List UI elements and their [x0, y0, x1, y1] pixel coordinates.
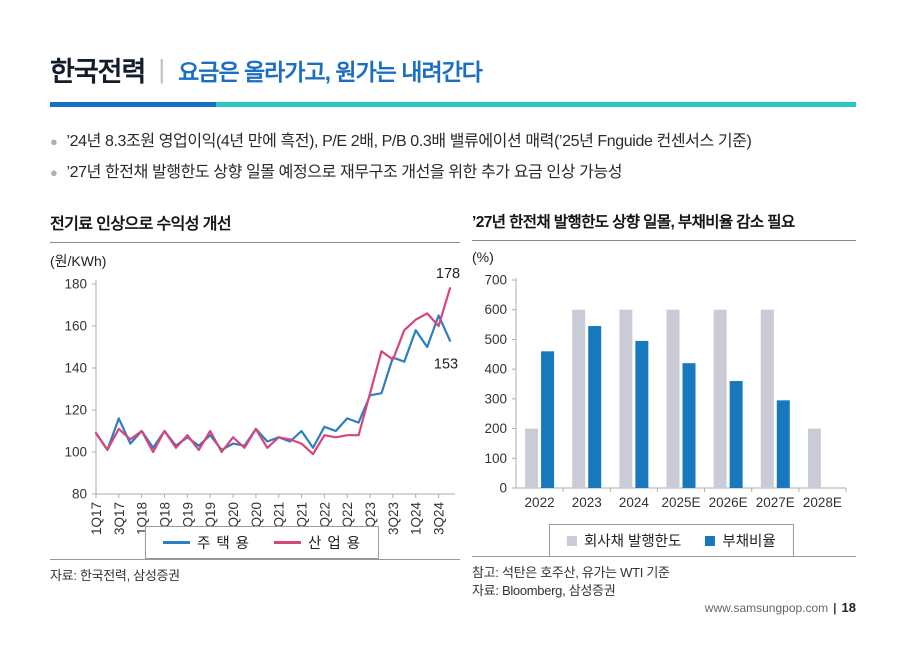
svg-text:2028E: 2028E — [803, 495, 842, 510]
pink-line-icon — [274, 541, 302, 544]
svg-text:120: 120 — [64, 403, 87, 418]
legend-label: 산 업 용 — [308, 536, 362, 552]
legend-label: 주 택 용 — [196, 536, 251, 552]
title-rule-teal-segment — [216, 102, 856, 107]
svg-text:2026E: 2026E — [709, 495, 748, 510]
bullet-text: ’24년 8.3조원 영업이익(4년 만에 흑전), P/E 2배, P/B 0… — [66, 133, 752, 150]
bullet-text: ’27년 한전채 발행한도 상향 일몰 예정으로 재무구조 개선을 위한 추가 … — [66, 164, 623, 181]
svg-text:180: 180 — [64, 277, 87, 292]
page-title: 요금은 올라가고, 원가는 내려간다 — [178, 58, 483, 85]
right-source-block: 참고: 석탄은 호주산, 유가는 WTI 기준 자료: Bloomberg, 삼… — [472, 556, 856, 600]
svg-text:300: 300 — [484, 391, 507, 406]
legend-label: 회사채 발행한도 — [583, 534, 682, 550]
svg-text:178: 178 — [436, 266, 460, 282]
bar-chart-legend: 회사채 발행한도 부채비율 — [548, 524, 794, 557]
svg-text:0: 0 — [499, 481, 507, 496]
left-chart-panel: 전기료 인상으로 수익성 개선 (원/KWh) 80 100 120 140 160 18… — [50, 210, 460, 583]
right-note-text: 참고: 석탄은 호주산, 유가는 WTI 기준 — [472, 565, 670, 580]
page-number: 18 — [841, 600, 856, 615]
legend-item-residential: 주 택 용 — [162, 532, 251, 553]
svg-text:2027E: 2027E — [756, 495, 795, 510]
svg-text:700: 700 — [484, 273, 507, 288]
footer-url: www.samsungpop.com — [704, 600, 829, 615]
svg-text:100: 100 — [64, 445, 87, 460]
svg-text:100: 100 — [484, 451, 507, 466]
svg-text:80: 80 — [72, 487, 87, 502]
svg-text:160: 160 — [64, 319, 87, 334]
svg-text:2025E: 2025E — [661, 495, 700, 510]
right-chart-title: ’27년 한전채 발행한도 상향 일몰, 부채비율 감소 필요 — [472, 210, 856, 241]
svg-text:3Q23: 3Q23 — [386, 502, 401, 535]
svg-text:400: 400 — [484, 362, 507, 377]
bullet-icon: ● — [50, 165, 58, 180]
svg-text:2024: 2024 — [619, 495, 650, 510]
right-chart-unit: (%) — [472, 249, 494, 265]
left-chart-title: 전기료 인상으로 수익성 개선 — [50, 210, 460, 243]
right-chart-panel: ’27년 한전채 발행한도 상향 일몰, 부채비율 감소 필요 (%) 0 100… — [472, 210, 856, 598]
bullet-item: ● ’27년 한전채 발행한도 상향 일몰 예정으로 재무구조 개선을 위한 추… — [50, 157, 751, 188]
page-header: 한국전력 | 요금은 올라가고, 원가는 내려간다 — [50, 50, 483, 89]
svg-text:1Q24: 1Q24 — [409, 502, 424, 536]
page-footer: www.samsungpop.com | 18 — [705, 600, 856, 615]
svg-text:500: 500 — [484, 332, 507, 347]
svg-text:153: 153 — [434, 357, 458, 373]
legend-item-bond-limit: 회사채 발행한도 — [566, 530, 682, 551]
blue-square-icon — [705, 535, 716, 546]
bullet-item: ● ’24년 8.3조원 영업이익(4년 만에 흑전), P/E 2배, P/B… — [50, 126, 752, 157]
bar-chart-svg: 0 100 200 300 400 500 600 700 2022 2023 2024 2025E 2… — [484, 273, 847, 510]
svg-text:2023: 2023 — [572, 495, 602, 510]
left-chart-unit: (원/KWh) — [50, 253, 107, 269]
svg-text:200: 200 — [484, 421, 507, 436]
right-source-text: 자료: Bloomberg, 삼성증권 — [472, 583, 616, 598]
bullet-icon: ● — [50, 134, 58, 149]
legend-label: 부채비율 — [722, 534, 776, 550]
blue-line-icon — [162, 541, 190, 544]
gray-square-icon — [566, 535, 577, 546]
left-source-block: 자료: 한국전력, 삼성증권 — [50, 559, 460, 585]
footer-separator: | — [833, 600, 837, 615]
svg-text:3Q17: 3Q17 — [112, 502, 127, 535]
legend-item-industrial: 산 업 용 — [274, 532, 361, 553]
title-rule-blue-segment — [50, 102, 216, 107]
svg-text:2022: 2022 — [525, 495, 555, 510]
svg-text:1Q17: 1Q17 — [89, 502, 104, 535]
svg-text:600: 600 — [484, 302, 507, 317]
summary-bullets: ● ’24년 8.3조원 영업이익(4년 만에 흑전), P/E 2배, P/B… — [50, 126, 752, 188]
left-source-text: 자료: 한국전력, 삼성증권 — [50, 568, 180, 583]
line-chart-legend: 주 택 용 산 업 용 — [144, 526, 380, 559]
svg-text:140: 140 — [64, 361, 87, 376]
header-divider: | — [158, 54, 166, 84]
svg-text:3Q24: 3Q24 — [432, 502, 447, 536]
legend-item-debt-ratio: 부채비율 — [705, 530, 776, 551]
stock-name: 한국전력 — [50, 57, 146, 87]
title-rule — [50, 102, 856, 107]
